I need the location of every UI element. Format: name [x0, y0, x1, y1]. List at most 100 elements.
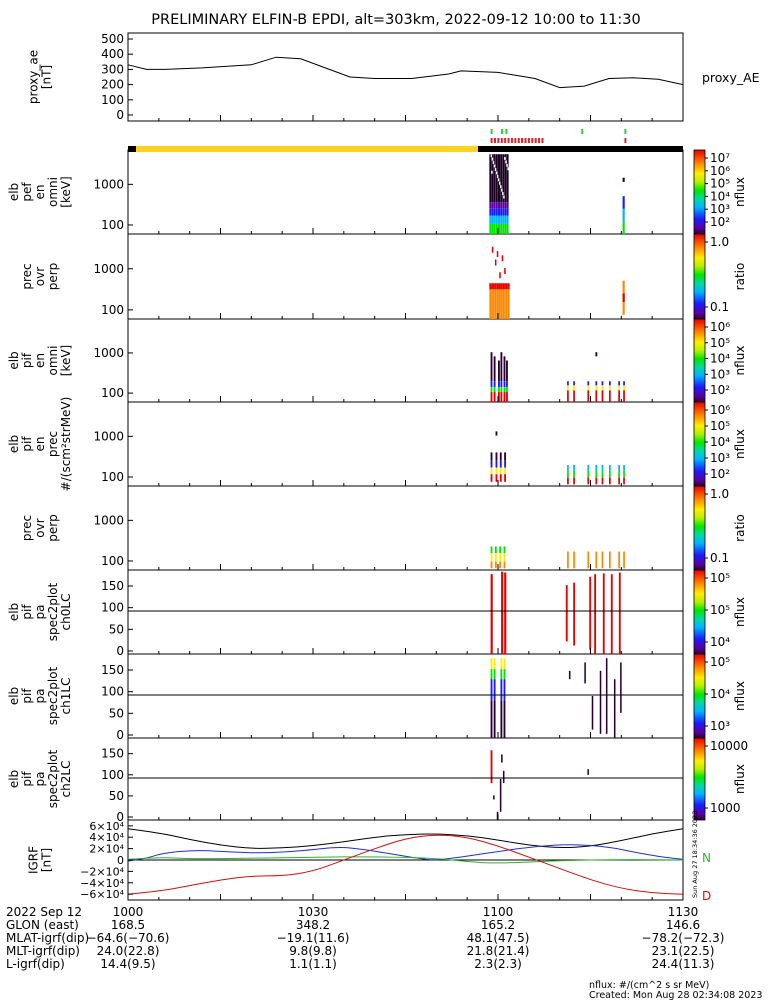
elb_pif_en_omni-ylabel: omni [46, 346, 60, 376]
flag-red [517, 138, 520, 143]
prec-e-column [493, 283, 495, 319]
prec-i-column [601, 551, 604, 569]
x-annotation-rows: 2022 Sep 12 1000 1030 1100 1130 GLON (east) 16… [6, 905, 724, 971]
prec-e-column [498, 283, 501, 319]
xrow-label: MLAT-igrf(dip) [6, 931, 89, 945]
elb_pif_pa_ch1LC-colorbar [693, 653, 706, 739]
ch1-column [599, 670, 602, 734]
ch2-column [493, 795, 495, 800]
pef-omni-column [493, 223, 496, 234]
elb_pif_pa_ch0LC-ytick-label: 50 [109, 622, 124, 636]
prec-i-column [573, 551, 575, 569]
elb_pef_en_omni-ylabel: en [33, 185, 47, 200]
elb_pif_pa_ch1LC-cbar-tick-label: 10⁴ [710, 687, 730, 701]
xrow-value: −78.2(−72.3) [642, 931, 725, 945]
prec-e-column [502, 283, 505, 319]
ch0-column [490, 574, 493, 654]
ch0-column [594, 574, 597, 654]
flag-red [534, 138, 537, 143]
elb_pef_en_omni-cbar-tick-label: 10² [710, 215, 730, 229]
igrf-ytick-label: 0 [117, 854, 124, 867]
pif-omni-column [503, 387, 506, 393]
pif-prec-column [490, 460, 493, 468]
pif-prec-column [623, 477, 625, 485]
pif-prec-column [601, 477, 604, 485]
pef-omni-gap [500, 185, 502, 189]
elb_pif_pa_ch2LC-ylabel: pa [33, 772, 47, 787]
elb_pif_pa_ch2LC-cbar-tick-label: 1000 [710, 801, 741, 815]
pif-omni-column [490, 381, 493, 388]
elb_pif_en_prec-ylabel: #/(scm²strMeV) [59, 397, 73, 492]
pif-prec-column [504, 467, 507, 475]
pef-omni-gap [493, 164, 496, 168]
ch1-column [503, 669, 506, 680]
prec-e-column [491, 283, 493, 319]
pef-omni-gap [503, 195, 505, 199]
pif-omni-column [609, 390, 611, 402]
pef-omni-column [493, 208, 496, 216]
pif-omni-column [618, 390, 620, 402]
pif-prec-column [490, 452, 493, 461]
bar-left-cap [128, 146, 136, 152]
elb_pif_en_prec-cbar-tick-label: 10⁵ [710, 419, 730, 433]
prec_ovr_perp_e-cbar-tick-label: 0.1 [710, 300, 729, 314]
prec-i-column [494, 546, 497, 554]
pef-omni-column [502, 208, 505, 216]
pef-omni-column [500, 154, 503, 203]
igrf-series-d [127, 834, 684, 895]
pef-omni-column [491, 208, 494, 216]
igrf-legend-D: D [702, 889, 711, 903]
ch1-column [490, 679, 493, 701]
flag-red [514, 138, 517, 143]
proxy-ae-ytick-label: 300 [101, 62, 124, 76]
pif-prec-column [504, 460, 507, 468]
pif-prec-column [623, 470, 625, 478]
pif-omni-column [506, 387, 508, 393]
pef-omni-gap [502, 192, 504, 196]
ch0-column [589, 576, 592, 650]
pif-prec-column [618, 470, 620, 478]
elb_pef_en_omni-ytick-label: 1000 [93, 177, 124, 191]
pif-omni-column [623, 385, 625, 391]
pif-omni-column [601, 381, 604, 386]
elb_pif_pa_ch0LC-colorbar [693, 569, 706, 655]
prec-e-column [491, 283, 493, 290]
igrf-ytick-label: −6×10⁴ [80, 888, 124, 901]
ch1-column [503, 658, 506, 670]
elb_pif_en_prec-cbar-tick-label: 10⁴ [710, 435, 730, 449]
ch1-column [493, 679, 496, 701]
region-flags [490, 129, 627, 143]
xrow-value: 165.2 [481, 918, 515, 932]
pif-omni-column [506, 381, 508, 388]
elb_pif_pa_ch2LC-ytick-label: 50 [109, 789, 124, 803]
igrf-ytick-label: 2×10⁴ [89, 843, 124, 856]
pif-prec-column [609, 477, 611, 485]
ch1-column [500, 658, 503, 670]
pef-omni-gap [505, 160, 507, 164]
proxy-ae-ytick-label: 500 [101, 32, 124, 46]
xrow-label: MLT-igrf(dip) [6, 944, 80, 958]
pef-omni-gap [507, 167, 509, 171]
pif-prec-column [490, 474, 493, 482]
prec_ovr_perp_e-cbar-label: ratio [733, 263, 747, 291]
xrow-value: 1000 [113, 905, 144, 919]
pef-omni-column [489, 223, 492, 234]
pef-omni-column [502, 223, 505, 234]
prec_ovr_perp_i-colorbar [693, 485, 706, 571]
flag-red [527, 138, 530, 143]
pef-omni-column [500, 202, 503, 209]
xrow-value: 348.2 [296, 918, 330, 932]
pif-prec-column [595, 470, 598, 478]
ch1-column [493, 669, 496, 680]
prec-i-column [490, 561, 493, 569]
pif-omni-column [573, 385, 575, 391]
pif-omni-column [498, 381, 500, 388]
pif-prec-column [495, 467, 498, 475]
pif-omni-column [601, 390, 604, 402]
pef-omni-gap [498, 181, 501, 185]
pif-prec-column [495, 452, 498, 461]
pef-omni-column [622, 196, 625, 209]
xrow-value: 1130 [668, 905, 699, 919]
ch2-column [587, 769, 589, 775]
elb_pif_pa_ch2LC-cbar-tick-label: 10000 [710, 739, 748, 753]
